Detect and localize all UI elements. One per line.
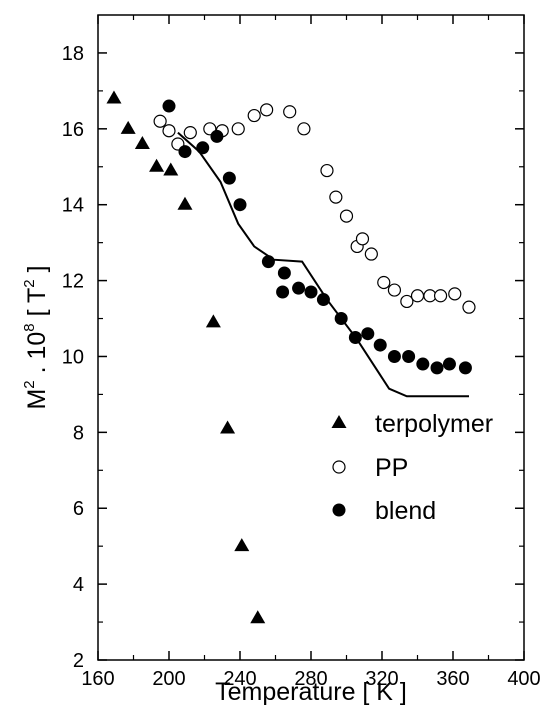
y-tick-label: 16 xyxy=(62,119,84,141)
y-tick-label: 10 xyxy=(62,346,84,368)
point-blend xyxy=(458,361,472,375)
point-blend xyxy=(316,293,330,307)
point-terpolymer xyxy=(205,314,221,328)
x-tick-label: 320 xyxy=(365,668,398,690)
y-axis-title-mid: . 10 xyxy=(23,332,51,381)
x-tick-label: 280 xyxy=(294,668,327,690)
point-pp xyxy=(162,124,176,138)
point-blend xyxy=(402,349,416,363)
legend-marker-blend xyxy=(332,503,346,517)
y-tick-label: 12 xyxy=(62,271,84,293)
point-blend xyxy=(292,281,306,295)
y-tick-label: 2 xyxy=(73,650,84,672)
x-tick-label: 360 xyxy=(436,668,469,690)
point-blend xyxy=(233,198,247,212)
plot-frame xyxy=(97,14,525,661)
point-pp xyxy=(387,283,402,297)
point-terpolymer xyxy=(134,136,150,149)
y-axis-title-unit-close: ] xyxy=(23,265,51,279)
point-pp xyxy=(377,275,391,290)
point-blend xyxy=(196,141,210,155)
point-pp xyxy=(462,300,476,314)
x-tick-labels: 160 200 240 280 320 360 400 xyxy=(81,668,540,690)
point-pp xyxy=(247,108,261,123)
point-blend xyxy=(348,331,362,344)
point-pp xyxy=(153,114,167,128)
fit-line xyxy=(177,131,469,398)
y-tick-label: 18 xyxy=(62,43,84,65)
point-terpolymer xyxy=(220,420,236,434)
point-terpolymer xyxy=(106,90,122,104)
point-pp xyxy=(231,122,245,136)
point-blend xyxy=(304,285,318,299)
point-pp xyxy=(400,294,414,309)
legend-label-pp: PP xyxy=(375,454,408,482)
y-tick-labels: 2 4 6 8 10 12 14 16 18 xyxy=(62,43,84,672)
point-terpolymer xyxy=(250,610,266,624)
y-axis-title-base-sup: 2 xyxy=(21,380,38,388)
y-tick-label: 6 xyxy=(73,498,84,520)
point-pp xyxy=(355,232,370,246)
point-pp xyxy=(297,122,311,136)
legend-label-terpolymer: terpolymer xyxy=(375,410,493,438)
point-blend xyxy=(361,327,375,341)
point-pp xyxy=(339,209,354,223)
legend-marker-terpolymer xyxy=(331,415,347,428)
point-blend xyxy=(416,357,430,371)
point-pp xyxy=(364,247,378,261)
x-tick-label: 400 xyxy=(507,668,540,690)
y-tick-label: 14 xyxy=(62,195,84,217)
y-axis-title: M2 . 108 [ T2 ] xyxy=(21,265,51,409)
legend-marker-pp xyxy=(332,460,346,474)
point-pp xyxy=(183,126,197,140)
y-axis-title-unit-open: [ T xyxy=(23,288,51,324)
point-blend xyxy=(334,312,348,326)
y-tick-label: 4 xyxy=(73,574,84,596)
point-pp xyxy=(329,190,343,204)
point-blend xyxy=(276,285,290,299)
point-pp xyxy=(410,289,425,303)
point-pp xyxy=(320,163,334,178)
point-blend xyxy=(261,255,275,269)
point-blend xyxy=(210,129,224,143)
point-terpolymer xyxy=(234,538,250,552)
point-terpolymer xyxy=(163,162,179,176)
data-marks xyxy=(106,90,476,624)
legend: terpolymer PP blend xyxy=(331,410,493,525)
point-terpolymer xyxy=(177,196,193,210)
point-blend xyxy=(387,349,401,363)
point-blend xyxy=(442,357,456,371)
legend-label-blend: blend xyxy=(375,497,436,525)
point-pp xyxy=(283,105,297,119)
point-blend xyxy=(222,171,236,185)
point-pp xyxy=(433,289,448,303)
y-axis-title-base: M xyxy=(23,389,51,410)
point-pp xyxy=(260,103,274,117)
point-blend xyxy=(277,266,291,280)
x-tick-label: 160 xyxy=(81,668,114,690)
x-tick-label: 240 xyxy=(223,668,256,690)
point-blend xyxy=(373,338,387,352)
point-terpolymer xyxy=(149,158,165,172)
point-blend xyxy=(178,145,192,159)
x-tick-label: 200 xyxy=(152,668,185,690)
x-axis-title: Temperature [ K ] xyxy=(215,678,407,706)
y-axis-title-unit-sup: 2 xyxy=(21,279,38,287)
point-blend xyxy=(430,361,444,375)
y-axis-title-mid-sup: 8 xyxy=(21,323,38,331)
point-terpolymer xyxy=(120,120,136,134)
axis-ticks xyxy=(97,15,525,661)
point-pp xyxy=(448,287,462,301)
point-blend xyxy=(162,99,176,113)
y-tick-label: 8 xyxy=(73,422,84,444)
